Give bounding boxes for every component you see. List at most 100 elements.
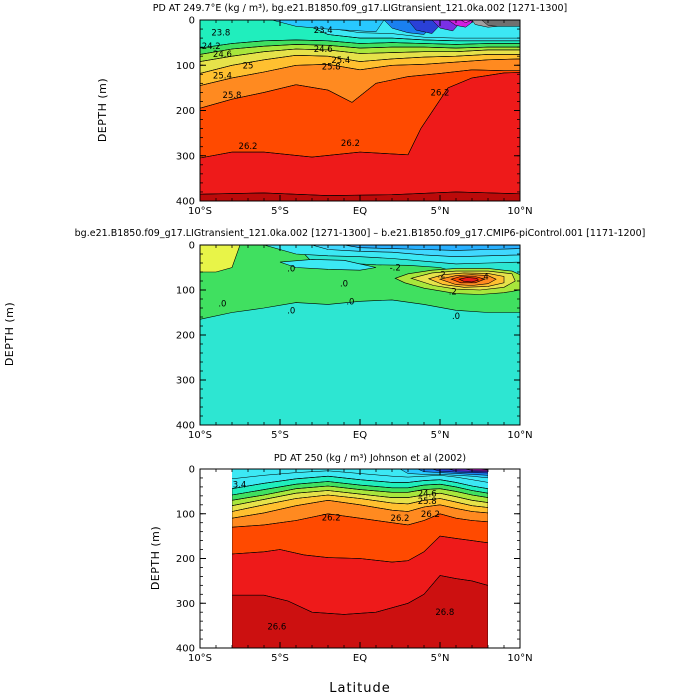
y-tick-label: 0	[189, 16, 195, 27]
x-tick-label: 5°N	[431, 430, 450, 441]
panel-model-density: PD AT 249.7°E (kg / m³), bg.e21.B1850.f0…	[96, 3, 567, 217]
contour-line	[232, 513, 488, 528]
panel-1-title: PD AT 249.7°E (kg / m³), bg.e21.B1850.f0…	[153, 3, 568, 14]
contour-label: 24.2	[202, 42, 221, 52]
y-tick-label: 0	[189, 241, 195, 252]
contour-line	[200, 72, 520, 159]
y-tick-label: 400	[176, 197, 195, 208]
panel-2-title: bg.e21.B1850.f09_g17.LIGtransient_121.0k…	[75, 228, 646, 239]
y-tick-label: 100	[176, 509, 195, 520]
panel-1-plot: 23.8 23.424.224.62525.425.824.625.425.826…	[176, 16, 533, 218]
region--0.15	[279, 259, 377, 271]
x-tick-label: EQ	[353, 653, 367, 664]
contour-label: .0	[287, 264, 295, 274]
contour-line	[232, 575, 488, 615]
panel-2-y-axis-label: DEPTH (m)	[3, 302, 16, 366]
panel-1-y-axis-label: DEPTH (m)	[96, 78, 109, 142]
x-tick-label: EQ	[353, 206, 367, 217]
contour-line	[200, 39, 520, 49]
surface-patch	[271, 20, 385, 33]
x-tick-label: 5°S	[271, 430, 289, 441]
contour-label: 24.6	[418, 490, 437, 500]
contour-line	[232, 470, 488, 483]
contour-line	[200, 69, 520, 109]
contour-label: 25.8	[418, 497, 437, 507]
contour-line	[200, 44, 520, 55]
surface-patch	[481, 20, 520, 27]
contour-label: 26.2	[341, 139, 360, 149]
y-tick-label: 300	[176, 376, 195, 387]
contour-label: 25	[243, 61, 254, 71]
contour-line	[232, 535, 488, 563]
panel-2-plot: .0 .0 -.2 .0 .0 .0 .0 .4 .2.2 10°S 5°S EQ 5°N 10°N 0 10…	[176, 241, 533, 442]
contour-label: .0	[346, 297, 354, 307]
panel-observed-density: PD AT 250 (kg / m³) Johnson et al (2002)…	[149, 453, 533, 696]
contour-label: .2	[449, 287, 457, 297]
x-tick-label: EQ	[353, 430, 367, 441]
panel-3-y-axis-label: DEPTH (m)	[149, 526, 162, 590]
x-tick-label: 10°S	[188, 206, 212, 217]
contour-label: .0	[340, 280, 348, 290]
region-0.3	[200, 245, 241, 273]
contour-label: 26.2	[322, 513, 341, 523]
contour-label: 24.6	[213, 50, 232, 60]
contour-label: 23.4	[314, 26, 333, 36]
contour-label: 26.2	[431, 88, 450, 98]
x-tick-label: 10°S	[188, 653, 212, 664]
region--0.3	[343, 245, 520, 251]
contour-label: .2	[438, 271, 446, 281]
contour-line	[232, 500, 488, 519]
contour-line	[232, 494, 488, 512]
contour-line	[200, 54, 520, 74]
x-tick-label: 5°S	[271, 206, 289, 217]
contour-label: 25.8	[322, 63, 341, 73]
contour-label: 25.4	[331, 56, 350, 66]
region-0.6	[458, 277, 479, 283]
contour-line	[232, 490, 488, 506]
y-tick-label: 200	[176, 106, 195, 117]
contour-line	[200, 58, 520, 86]
x-axis-label: Latitude	[329, 681, 391, 696]
panel-difference: bg.e21.B1850.f09_g17.LIGtransient_121.0k…	[3, 228, 645, 441]
contour-label: 25.8	[223, 91, 242, 101]
contour-label: 26.2	[421, 510, 440, 520]
y-tick-label: 200	[176, 554, 195, 565]
contour-label: 26.2	[391, 514, 410, 524]
surface-patch	[447, 20, 476, 28]
contour-label: 26.8	[435, 608, 454, 618]
contour-line	[200, 20, 520, 42]
contour-line	[232, 485, 488, 501]
contour-label: -.2	[390, 264, 401, 274]
x-tick-label: 5°N	[431, 206, 450, 217]
y-tick-label: 400	[176, 421, 195, 432]
surface-patch	[460, 20, 473, 23]
x-tick-label: 5°S	[271, 653, 289, 664]
contour-label: 23.4	[227, 481, 246, 491]
contour-line	[248, 20, 520, 39]
contour-line	[200, 48, 520, 62]
x-tick-label: 10°N	[507, 206, 532, 217]
y-tick-label: 200	[176, 331, 195, 342]
x-tick-label: 10°N	[507, 430, 532, 441]
panel-3-title: PD AT 250 (kg / m³) Johnson et al (2002)	[274, 453, 466, 464]
y-tick-label: 300	[176, 151, 195, 162]
x-tick-label: 10°S	[188, 430, 212, 441]
contour-line	[232, 475, 488, 489]
contour-label: 25.4	[213, 72, 232, 82]
contour-label: .0	[452, 312, 460, 322]
contour-label: 24.6	[314, 45, 333, 55]
x-tick-label: 5°N	[431, 653, 450, 664]
y-tick-label: 0	[189, 465, 195, 476]
x-tick-label: 10°N	[507, 653, 532, 664]
contour-line	[232, 481, 488, 496]
contour-label: 26.2	[239, 142, 258, 152]
y-tick-label: 300	[176, 599, 195, 610]
y-tick-label: 400	[176, 644, 195, 655]
y-tick-label: 100	[176, 61, 195, 72]
contour-label: 23.8	[211, 29, 230, 39]
panel-3-plot: 23.4 26.2 26.2 26.2 26.6 26.8 25.824.6 10°S 5°S E…	[176, 465, 533, 665]
y-tick-label: 100	[176, 286, 195, 297]
contour-label: .0	[287, 306, 295, 316]
contour-label: .0	[218, 300, 226, 310]
